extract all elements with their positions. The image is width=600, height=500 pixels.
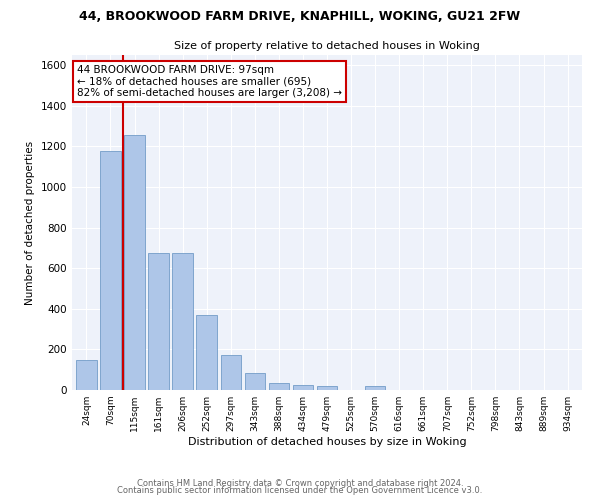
Bar — [221, 356, 241, 390]
Bar — [196, 315, 217, 390]
Bar — [317, 386, 337, 390]
Bar — [293, 384, 313, 390]
Bar — [124, 135, 145, 390]
Bar — [172, 253, 193, 390]
X-axis label: Distribution of detached houses by size in Woking: Distribution of detached houses by size … — [188, 437, 466, 447]
Text: 44, BROOKWOOD FARM DRIVE, KNAPHILL, WOKING, GU21 2FW: 44, BROOKWOOD FARM DRIVE, KNAPHILL, WOKI… — [79, 10, 521, 23]
Y-axis label: Number of detached properties: Number of detached properties — [25, 140, 35, 304]
Title: Size of property relative to detached houses in Woking: Size of property relative to detached ho… — [174, 42, 480, 51]
Bar — [100, 152, 121, 390]
Text: 44 BROOKWOOD FARM DRIVE: 97sqm
← 18% of detached houses are smaller (695)
82% of: 44 BROOKWOOD FARM DRIVE: 97sqm ← 18% of … — [77, 65, 342, 98]
Bar — [148, 253, 169, 390]
Text: Contains HM Land Registry data © Crown copyright and database right 2024.: Contains HM Land Registry data © Crown c… — [137, 478, 463, 488]
Text: Contains public sector information licensed under the Open Government Licence v3: Contains public sector information licen… — [118, 486, 482, 495]
Bar — [245, 372, 265, 390]
Bar — [269, 383, 289, 390]
Bar — [365, 386, 385, 390]
Bar — [76, 360, 97, 390]
